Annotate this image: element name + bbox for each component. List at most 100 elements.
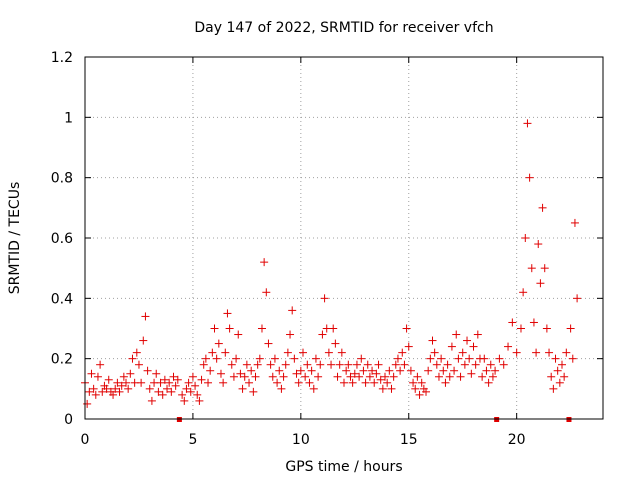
- data-point: [290, 354, 299, 363]
- data-point: [281, 360, 290, 369]
- data-point: [385, 366, 394, 375]
- data-point: [391, 360, 400, 369]
- x-axis-label: GPS time / hours: [285, 459, 402, 475]
- data-point: [122, 378, 131, 387]
- data-point: [538, 203, 547, 212]
- data-point: [137, 378, 146, 387]
- data-point: [547, 372, 556, 381]
- data-point: [145, 384, 154, 393]
- data-point: [432, 360, 441, 369]
- data-point: [529, 318, 538, 327]
- data-point: [540, 264, 549, 273]
- data-point: [292, 369, 301, 378]
- data-point: [491, 366, 500, 375]
- data-point: [303, 360, 312, 369]
- data-point: [443, 360, 452, 369]
- data-point: [171, 381, 180, 390]
- data-point: [428, 336, 437, 345]
- data-point: [147, 396, 156, 405]
- data-point: [378, 384, 387, 393]
- data-point: [115, 387, 124, 396]
- data-point: [452, 330, 461, 339]
- data-point: [251, 372, 260, 381]
- data-point: [346, 372, 355, 381]
- data-point: [158, 390, 167, 399]
- data-point: [568, 354, 577, 363]
- data-point: [87, 369, 96, 378]
- data-point: [307, 366, 316, 375]
- data-point: [124, 384, 133, 393]
- data-point: [482, 366, 491, 375]
- data-point: [247, 366, 256, 375]
- data-point: [232, 354, 241, 363]
- data-point: [456, 372, 465, 381]
- data-point: [525, 173, 534, 182]
- data-point: [262, 288, 271, 297]
- data-point: [329, 324, 338, 333]
- data-point: [154, 387, 163, 396]
- data-point: [91, 390, 100, 399]
- data-point: [238, 384, 247, 393]
- data-point: [214, 339, 223, 348]
- data-point: [344, 360, 353, 369]
- data-point: [152, 369, 161, 378]
- data-point: [318, 330, 327, 339]
- data-point: [227, 360, 236, 369]
- data-point: [141, 312, 150, 321]
- data-point: [119, 372, 128, 381]
- data-point: [398, 348, 407, 357]
- data-point: [512, 348, 521, 357]
- data-point: [350, 369, 359, 378]
- data-point: [335, 360, 344, 369]
- data-point: [253, 360, 262, 369]
- data-point: [210, 324, 219, 333]
- data-point: [195, 396, 204, 405]
- data-point: [139, 336, 148, 345]
- y-tick-label: 0.8: [51, 171, 73, 187]
- data-point: [316, 360, 325, 369]
- data-point: [268, 372, 277, 381]
- chart-title: Day 147 of 2022, SRMTID for receiver vfc…: [194, 20, 493, 36]
- data-point: [374, 360, 383, 369]
- data-point: [266, 360, 275, 369]
- data-point: [413, 372, 422, 381]
- data-point: [234, 330, 243, 339]
- data-point: [225, 324, 234, 333]
- data-point: [134, 360, 143, 369]
- data-point: [495, 354, 504, 363]
- data-point: [402, 324, 411, 333]
- data-point: [570, 218, 579, 227]
- data-point: [188, 372, 197, 381]
- data-point: [484, 378, 493, 387]
- data-point: [562, 348, 571, 357]
- data-point: [93, 372, 102, 381]
- data-point: [411, 384, 420, 393]
- data-point: [555, 378, 564, 387]
- data-point: [348, 378, 357, 387]
- data-point: [404, 342, 413, 351]
- data-point: [460, 360, 469, 369]
- data-point: [450, 366, 459, 375]
- data-point: [519, 288, 528, 297]
- data-point: [236, 369, 245, 378]
- data-point: [357, 354, 366, 363]
- data-point: [102, 384, 111, 393]
- data-point: [545, 348, 554, 357]
- data-point: [445, 372, 454, 381]
- data-point: [381, 372, 390, 381]
- data-point: [337, 348, 346, 357]
- data-point: [551, 354, 560, 363]
- data-point: [355, 372, 364, 381]
- data-point: [191, 381, 200, 390]
- data-point: [342, 366, 351, 375]
- data-point: [447, 342, 456, 351]
- data-point: [255, 354, 264, 363]
- x-tick-label: 20: [508, 432, 526, 448]
- data-point: [340, 378, 348, 387]
- data-point: [173, 375, 182, 384]
- data-point: [163, 384, 172, 393]
- data-point: [527, 264, 536, 273]
- data-point: [273, 378, 282, 387]
- data-point: [363, 360, 372, 369]
- data-point: [508, 318, 517, 327]
